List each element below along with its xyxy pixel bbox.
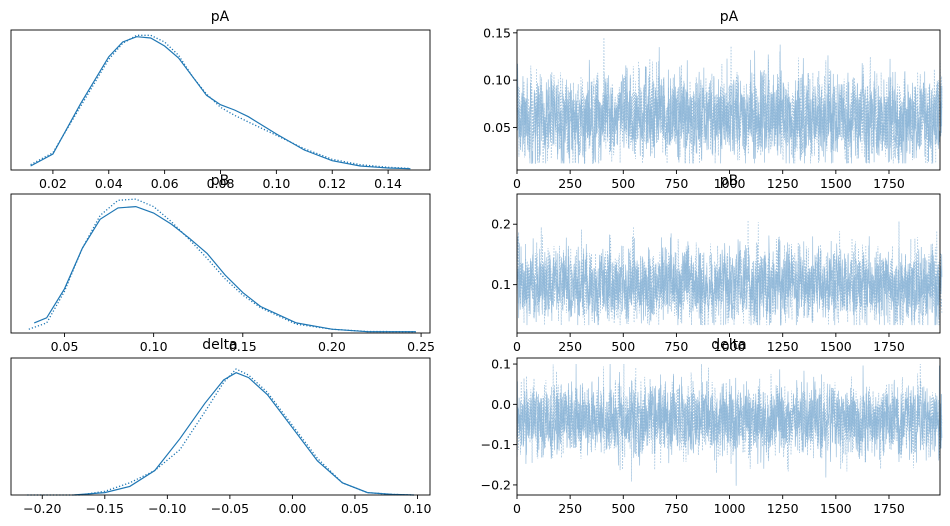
panel-trace-pB: 0 250 500 750 1000 1250 1500 1750 0.1 0.2: [491, 193, 943, 354]
axes-frame: [10, 357, 431, 496]
x-tick-label: 250: [558, 501, 582, 516]
y-tick-label: 0.10: [483, 73, 511, 88]
axes-frame: [516, 357, 941, 496]
x-tick-label: 1750: [873, 176, 905, 191]
x-tick-label: 0.20: [318, 339, 346, 354]
x-tick-label: 0.25: [407, 339, 435, 354]
y-tick-label: 0.0: [491, 397, 511, 412]
x-tick-label: −0.15: [86, 501, 124, 516]
x-tick-label: 750: [664, 339, 688, 354]
x-tick-label: 1750: [873, 501, 905, 516]
panel-density-pA: 0.02 0.04 0.06 0.08 0.10 0.12 0.14: [10, 29, 431, 191]
panel-trace-delta: 0 250 500 750 1000 1250 1500 1750 −0.2 −0.1 0.0 0.1: [481, 357, 943, 516]
density-line-delta-chain-2: [27, 368, 414, 496]
panel-title-delta-density: delta: [202, 337, 237, 353]
y-tick-label: −0.2: [481, 477, 511, 492]
x-tick-label: 0.05: [341, 501, 369, 516]
density-line-pA-chain-1: [30, 36, 411, 170]
x-tick-label: 0.08: [207, 176, 235, 191]
x-tick-label: 1000: [714, 176, 746, 191]
panel-density-delta: −0.20 −0.15 −0.10 −0.05 0.00 0.05 0.10: [10, 357, 432, 516]
x-tick-label: 1500: [820, 176, 852, 191]
panel-title-pB-density: pB: [211, 173, 230, 189]
trace-line-pB-chain-2: [516, 220, 943, 326]
x-tick-label: 250: [558, 176, 582, 191]
y-tick-label: 0.1: [491, 357, 511, 372]
density-line-pB-chain-2: [28, 198, 416, 333]
x-tick-label: 1000: [714, 339, 746, 354]
x-tick-label: 250: [558, 339, 582, 354]
x-tick-label: 0.00: [278, 501, 306, 516]
density-line-delta-chain-1: [73, 372, 414, 496]
panel-title-pA-density: pA: [211, 9, 230, 25]
x-tick-label: 1250: [767, 501, 799, 516]
x-tick-label: 750: [664, 176, 688, 191]
density-line-pA-chain-2: [30, 34, 411, 170]
x-tick-label: 0.12: [318, 176, 346, 191]
panel-trace-pA: 0 250 500 750 1000 1250 1500 1750 0.05 0.10 0.15: [483, 25, 943, 191]
y-tick-label: −0.1: [481, 437, 511, 452]
x-tick-label: 1750: [873, 339, 905, 354]
axes-frame: [516, 193, 941, 334]
density-line-pB-chain-1: [33, 205, 416, 333]
panel-title-pB-trace: pB: [720, 173, 739, 189]
x-tick-label: 0.14: [374, 176, 402, 191]
x-tick-label: 750: [664, 501, 688, 516]
x-tick-label: 1500: [820, 339, 852, 354]
trace-line-pA-chain-2: [516, 37, 943, 164]
y-tick-label: 0.05: [483, 120, 511, 135]
x-tick-label: 0: [513, 501, 521, 516]
x-tick-label: 1250: [767, 339, 799, 354]
x-tick-label: 0.15: [229, 339, 257, 354]
axes-frame: [10, 193, 431, 334]
axes-frame: [516, 29, 941, 171]
y-tick-label: 0.2: [491, 217, 511, 232]
y-tick-label: 0.1: [491, 277, 511, 292]
x-tick-label: 0.10: [404, 501, 432, 516]
axes-frame: [10, 29, 431, 171]
x-tick-label: 500: [611, 176, 635, 191]
panel-title-pA-trace: pA: [720, 9, 739, 25]
x-tick-label: 0.04: [95, 176, 123, 191]
x-tick-label: 0.02: [39, 176, 67, 191]
panel-title-delta-trace: delta: [711, 337, 746, 353]
trace-line-delta-chain-2: [516, 364, 943, 482]
x-tick-label: −0.10: [148, 501, 186, 516]
x-tick-label: 0: [513, 339, 521, 354]
x-tick-label: 500: [611, 339, 635, 354]
x-tick-label: 0.10: [262, 176, 290, 191]
panel-density-pB: 0.05 0.10 0.15 0.20 0.25: [10, 193, 435, 354]
x-tick-label: 500: [611, 501, 635, 516]
x-tick-label: 0.06: [151, 176, 179, 191]
x-tick-label: 0: [513, 176, 521, 191]
x-tick-label: 0.05: [51, 339, 79, 354]
y-tick-label: 0.15: [483, 25, 511, 40]
x-tick-label: 0.10: [140, 339, 168, 354]
x-tick-label: −0.20: [23, 501, 61, 516]
x-tick-label: 1000: [714, 501, 746, 516]
x-tick-label: 1500: [820, 501, 852, 516]
x-tick-label: −0.05: [211, 501, 249, 516]
x-tick-label: 1250: [767, 176, 799, 191]
